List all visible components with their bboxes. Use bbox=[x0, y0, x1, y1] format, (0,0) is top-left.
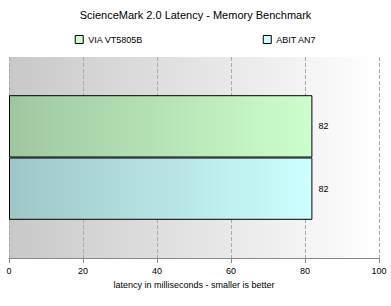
svg-text:VIA VT5805B: VIA VT5805B bbox=[88, 35, 142, 45]
svg-text:100: 100 bbox=[371, 266, 386, 276]
svg-text:80: 80 bbox=[300, 266, 310, 276]
svg-text:60: 60 bbox=[226, 266, 236, 276]
svg-text:40: 40 bbox=[152, 266, 162, 276]
svg-text:82: 82 bbox=[318, 184, 328, 194]
svg-text:20: 20 bbox=[78, 266, 88, 276]
svg-text:latency in milliseconds - smal: latency in milliseconds - smaller is bet… bbox=[113, 280, 274, 290]
svg-text:ABIT AN7: ABIT AN7 bbox=[276, 35, 315, 45]
svg-text:0: 0 bbox=[6, 266, 11, 276]
svg-text:ScienceMark 2.0 Latency - Memo: ScienceMark 2.0 Latency - Memory Benchma… bbox=[80, 9, 312, 21]
svg-text:82: 82 bbox=[318, 121, 328, 131]
